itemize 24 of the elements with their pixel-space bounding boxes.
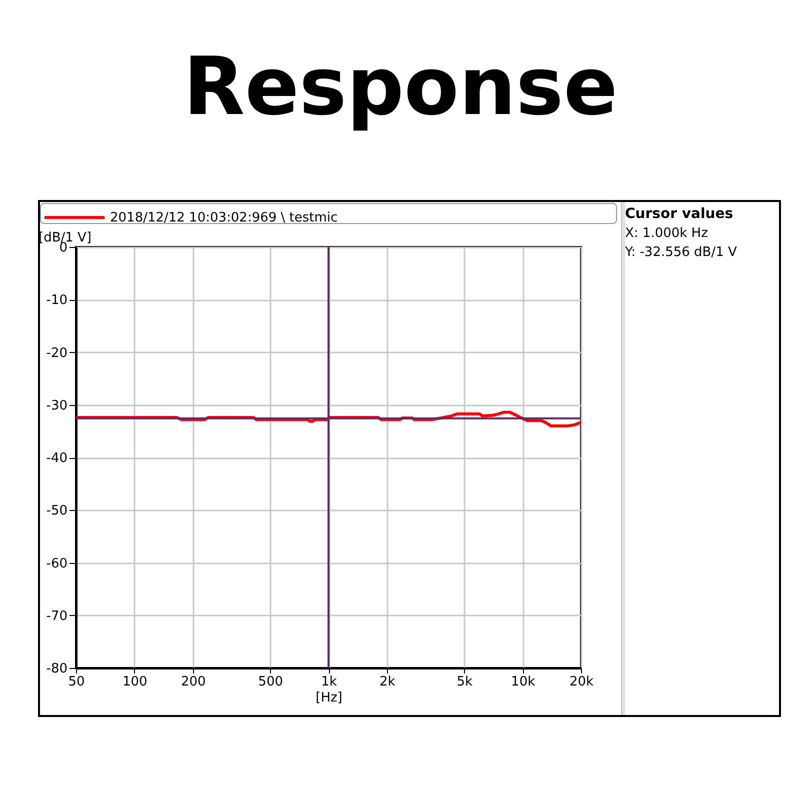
text: Y: -32.556 dB/1 V — [624, 245, 737, 260]
y-tick-label: -70 — [46, 608, 68, 624]
x-tick-label: 500 — [258, 674, 283, 690]
y-tick-label: -10 — [46, 293, 68, 308]
y-tick-label: -80 — [46, 662, 68, 676]
y-tick-label: -30 — [46, 398, 68, 414]
x-tick-label: 5k — [456, 674, 474, 690]
y-tick-label: -50 — [46, 504, 68, 519]
y-tick-label: -60 — [46, 556, 68, 572]
text: X: 1.000k Hz — [625, 226, 708, 241]
text: Cursor values — [625, 206, 734, 222]
y-tick-label: -40 — [46, 451, 68, 466]
x-tick-label: 1k — [321, 674, 338, 690]
legend-label: 2018/12/12 10:03:02:969 \ testmic — [110, 210, 338, 226]
x-tick-label: 10k — [511, 674, 536, 690]
x-tick-label: 20k — [569, 674, 594, 690]
x-axis-title: [Hz] — [316, 690, 342, 706]
chart-title: Response — [183, 40, 618, 133]
x-tick-label: 100 — [122, 674, 148, 690]
y-tick-label: 0 — [59, 240, 68, 256]
x-tick-label: 50 — [68, 674, 85, 690]
y-tick-label: -20 — [46, 346, 68, 361]
x-tick-label: 200 — [180, 674, 206, 690]
x-tick-label: 2k — [380, 674, 396, 690]
